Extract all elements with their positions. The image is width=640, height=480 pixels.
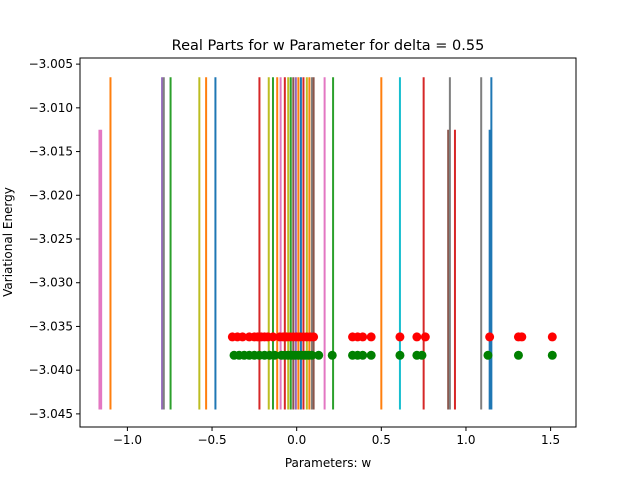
x-tick-label: 0.5 — [372, 433, 391, 447]
green-point-25 — [395, 350, 405, 360]
y-tick-label: −3.030 — [29, 276, 73, 290]
red-point-25 — [395, 332, 405, 342]
x-tick-label: 1.5 — [541, 433, 560, 447]
y-tick-label: −3.010 — [29, 101, 73, 115]
x-axis-title: Parameters: w — [285, 456, 372, 470]
y-tick-label: −3.020 — [29, 188, 73, 202]
green-point-23 — [358, 350, 368, 360]
x-tick-label: −1.0 — [113, 433, 142, 447]
red-point-23 — [358, 332, 368, 342]
red-point-28 — [485, 332, 495, 342]
y-tick-label: −3.025 — [29, 232, 73, 246]
green-point-24 — [366, 350, 376, 360]
green-point-19 — [314, 350, 324, 360]
green-point-30 — [547, 350, 557, 360]
x-tick-label: 1.0 — [456, 433, 475, 447]
green-point-18 — [307, 350, 317, 360]
y-axis: −3.045 −3.040 −3.035 −3.030 −3.025 −3.020 −3.0… — [29, 57, 80, 421]
y-tick-label: −3.040 — [29, 363, 73, 377]
y-tick-label: −3.035 — [29, 319, 73, 333]
red-point-26 — [412, 332, 422, 342]
y-tick-label: −3.005 — [29, 57, 73, 71]
green-point-20 — [327, 350, 337, 360]
series-layer — [98, 77, 557, 410]
red-point-20 — [309, 332, 319, 342]
y-axis-title: Variational Energy — [1, 187, 15, 297]
y-tick-label: −3.045 — [29, 407, 73, 421]
red-point-2 — [238, 332, 248, 342]
y-tick-label: −3.015 — [29, 145, 73, 159]
green-point-27 — [417, 350, 427, 360]
x-tick-label: −0.5 — [197, 433, 226, 447]
green-point-29 — [513, 350, 523, 360]
red-point-27 — [420, 332, 430, 342]
red-point-30 — [517, 332, 527, 342]
red-point-9 — [268, 332, 278, 342]
x-tick-label: 0.0 — [287, 433, 306, 447]
red-point-31 — [547, 332, 557, 342]
green-point-28 — [483, 350, 493, 360]
chart-title: Real Parts for w Parameter for delta = 0… — [172, 38, 485, 54]
x-axis: −1.0 −0.5 0.0 0.5 1.0 1.5 — [113, 427, 560, 447]
plot-frame — [79, 57, 577, 428]
red-point-24 — [366, 332, 376, 342]
green-point-8 — [270, 350, 280, 360]
